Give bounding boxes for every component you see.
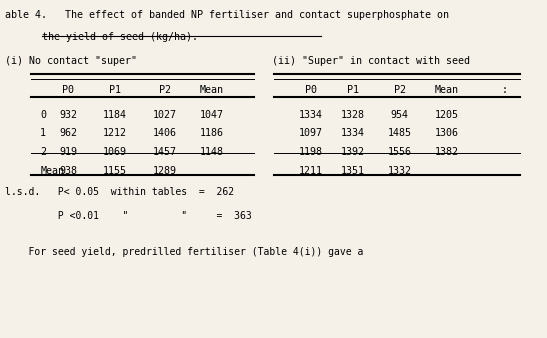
Text: 1148: 1148: [200, 147, 224, 157]
Text: For seed yield, predrilled fertiliser (Table 4(i)) gave a: For seed yield, predrilled fertiliser (T…: [5, 247, 364, 257]
Text: l.s.d.   P< 0.05  within tables  =  262: l.s.d. P< 0.05 within tables = 262: [5, 187, 234, 197]
Text: P2: P2: [159, 85, 171, 95]
Text: P1: P1: [347, 85, 359, 95]
Text: 1485: 1485: [388, 128, 412, 139]
Text: (i) No contact "super": (i) No contact "super": [5, 56, 137, 66]
Text: 1198: 1198: [299, 147, 323, 157]
Text: 1457: 1457: [153, 147, 177, 157]
Text: 1186: 1186: [200, 128, 224, 139]
Text: 1: 1: [40, 128, 46, 139]
Text: 1047: 1047: [200, 110, 224, 120]
Text: 1556: 1556: [388, 147, 412, 157]
Text: 1155: 1155: [103, 166, 127, 176]
Text: 1406: 1406: [153, 128, 177, 139]
Text: 1205: 1205: [435, 110, 459, 120]
Text: P <0.01    "         "     =  363: P <0.01 " " = 363: [5, 211, 252, 221]
Text: 1212: 1212: [103, 128, 127, 139]
Text: Mean: Mean: [200, 85, 224, 95]
Text: 1332: 1332: [388, 166, 412, 176]
Text: 932: 932: [59, 110, 77, 120]
Text: P2: P2: [394, 85, 406, 95]
Text: 919: 919: [59, 147, 77, 157]
Text: :: :: [502, 85, 508, 95]
Text: 1382: 1382: [435, 147, 459, 157]
Text: 1184: 1184: [103, 110, 127, 120]
Text: 1097: 1097: [299, 128, 323, 139]
Text: (ii) "Super" in contact with seed: (ii) "Super" in contact with seed: [272, 56, 470, 66]
Text: 1328: 1328: [341, 110, 365, 120]
Text: Mean: Mean: [40, 166, 64, 176]
Text: 1027: 1027: [153, 110, 177, 120]
Text: the yield of seed (kg/ha).: the yield of seed (kg/ha).: [42, 32, 198, 42]
Text: 1351: 1351: [341, 166, 365, 176]
Text: 1069: 1069: [103, 147, 127, 157]
Text: able 4.   The effect of banded NP fertiliser and contact superphosphate on: able 4. The effect of banded NP fertilis…: [5, 10, 449, 20]
Text: 2: 2: [40, 147, 46, 157]
Text: 1289: 1289: [153, 166, 177, 176]
Text: P0: P0: [305, 85, 317, 95]
Text: 954: 954: [391, 110, 409, 120]
Text: 1334: 1334: [299, 110, 323, 120]
Text: Mean: Mean: [435, 85, 459, 95]
Text: 962: 962: [59, 128, 77, 139]
Text: 0: 0: [40, 110, 46, 120]
Text: 1334: 1334: [341, 128, 365, 139]
Text: 1306: 1306: [435, 128, 459, 139]
Text: P0: P0: [62, 85, 74, 95]
Text: 938: 938: [59, 166, 77, 176]
Text: 1211: 1211: [299, 166, 323, 176]
Text: P1: P1: [109, 85, 121, 95]
Text: 1392: 1392: [341, 147, 365, 157]
